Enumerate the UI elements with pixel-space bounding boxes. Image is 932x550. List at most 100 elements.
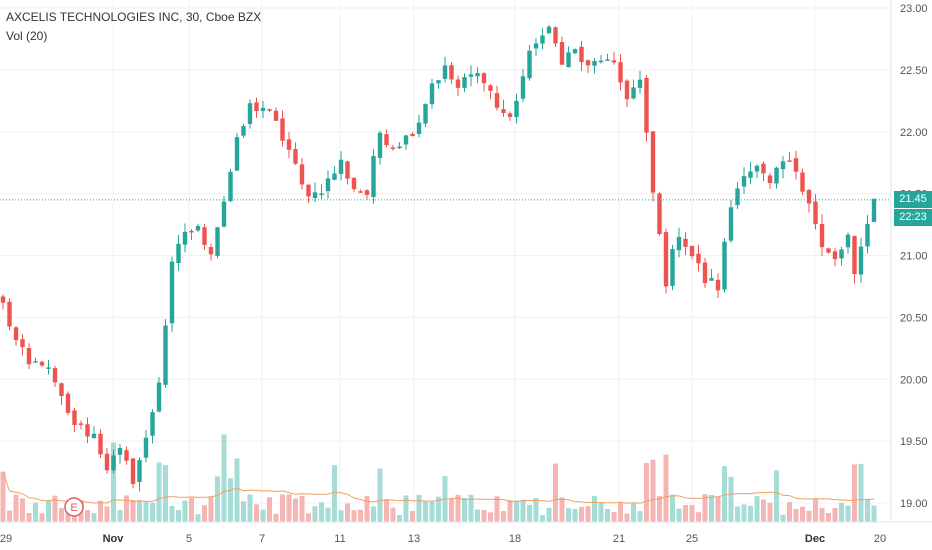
candle-body	[241, 126, 246, 136]
volume-bar	[819, 507, 825, 522]
volume-bar	[228, 478, 233, 522]
candle-body	[436, 80, 441, 84]
volume-bar	[462, 497, 467, 522]
volume-bar	[696, 512, 701, 522]
price-tick-label: 22.50	[900, 65, 928, 77]
volume-bar	[839, 502, 844, 522]
candle-body	[865, 223, 870, 247]
volume-bar	[208, 496, 214, 522]
volume-bar	[865, 499, 870, 522]
volume-bar	[624, 513, 630, 522]
volume-bar	[182, 500, 188, 522]
candle-body	[449, 65, 454, 80]
volume-bar	[553, 463, 558, 522]
candle-body	[156, 382, 162, 412]
volume-bar	[559, 497, 565, 522]
volume-bar	[46, 500, 51, 522]
candle-body	[462, 77, 467, 88]
volume-bar	[150, 502, 155, 522]
candle-body	[371, 156, 376, 198]
candle-body	[377, 132, 383, 158]
volume-bar	[143, 501, 149, 522]
candle-body	[475, 73, 480, 77]
volume-bar	[689, 505, 695, 522]
volume-bar	[403, 495, 409, 522]
candle-body	[293, 149, 298, 164]
time-tick-label: 11	[334, 533, 345, 545]
volume-bar	[397, 515, 402, 522]
candle-body	[20, 339, 25, 348]
volume-bar	[338, 510, 344, 522]
volume-bar	[33, 502, 38, 522]
candle-body	[364, 190, 370, 195]
volume-bar	[98, 500, 103, 522]
volume-bar	[20, 498, 25, 522]
candle-body	[826, 248, 831, 253]
candle-body	[332, 173, 337, 180]
candle-body	[286, 139, 292, 150]
candle-body	[267, 109, 272, 111]
candle-body	[741, 176, 747, 187]
candle-body	[169, 261, 175, 324]
volume-bar	[325, 507, 331, 522]
grid	[0, 0, 891, 522]
candle-body	[195, 226, 201, 231]
candle-body	[423, 104, 428, 124]
candle-body	[696, 253, 701, 264]
volume-bar	[475, 509, 480, 522]
volume-bar	[657, 495, 662, 522]
candle-body	[273, 110, 279, 121]
candle-body	[494, 93, 500, 108]
volume-bar	[728, 476, 734, 522]
volume-legend[interactable]: Vol (20)	[6, 29, 48, 43]
price-axis[interactable]: 19.0019.5020.0020.5021.0021.5022.0022.50…	[900, 3, 928, 510]
volume-bar	[280, 494, 285, 522]
volume-bar	[247, 494, 253, 522]
candle-body	[260, 107, 266, 112]
volume-bar	[605, 508, 610, 522]
volume-bar	[826, 513, 831, 522]
candle-body	[176, 243, 181, 264]
volume-bar	[579, 506, 584, 522]
time-tick-label: 13	[408, 533, 420, 545]
volume-bar	[813, 499, 818, 522]
candle-body	[748, 171, 753, 178]
volume-bar	[488, 512, 493, 522]
candle-body	[189, 230, 194, 233]
symbol-title[interactable]: AXCELIS TECHNOLOGIES INC, 30, Cboe BZX	[6, 10, 262, 24]
candle-body	[33, 361, 38, 363]
earnings-marker[interactable]: E	[64, 497, 84, 517]
volume-bar	[312, 506, 318, 522]
volume-bar	[481, 509, 487, 522]
volume-bar	[111, 442, 116, 522]
candle-body	[663, 232, 669, 287]
candle-body	[117, 447, 123, 455]
candle-body	[780, 161, 786, 170]
candle-body	[722, 241, 727, 290]
candle-body	[644, 77, 649, 133]
candle-body	[624, 80, 630, 100]
volume-bar	[390, 507, 396, 522]
candle-body	[325, 178, 331, 192]
candle-body	[670, 249, 675, 286]
candle-body	[540, 35, 545, 44]
candle-body	[689, 245, 695, 257]
volume-bar	[377, 468, 383, 522]
volume-bar	[423, 501, 428, 522]
candle-body	[488, 85, 493, 91]
volume-bar	[169, 506, 175, 522]
candle-body	[572, 49, 578, 54]
volume-bar	[507, 500, 513, 522]
candle-body	[137, 460, 142, 483]
candle-body	[299, 164, 305, 185]
volume-bar	[156, 462, 162, 522]
volume-bar	[780, 514, 786, 522]
candle-body	[761, 163, 766, 174]
candle-body	[787, 160, 792, 162]
volume-bar	[455, 494, 461, 522]
volume-bar	[618, 502, 623, 522]
time-axis[interactable]: 29 Nov 5 7 11 13 18 21 25 Dec 20	[0, 533, 886, 545]
volume-bar	[702, 494, 708, 522]
candle-body	[351, 177, 357, 190]
